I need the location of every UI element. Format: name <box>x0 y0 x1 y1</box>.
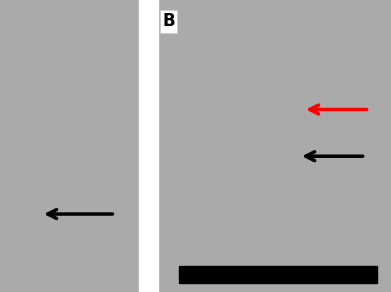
Text: B: B <box>162 12 175 30</box>
Bar <box>139 0 158 292</box>
Bar <box>179 266 377 283</box>
